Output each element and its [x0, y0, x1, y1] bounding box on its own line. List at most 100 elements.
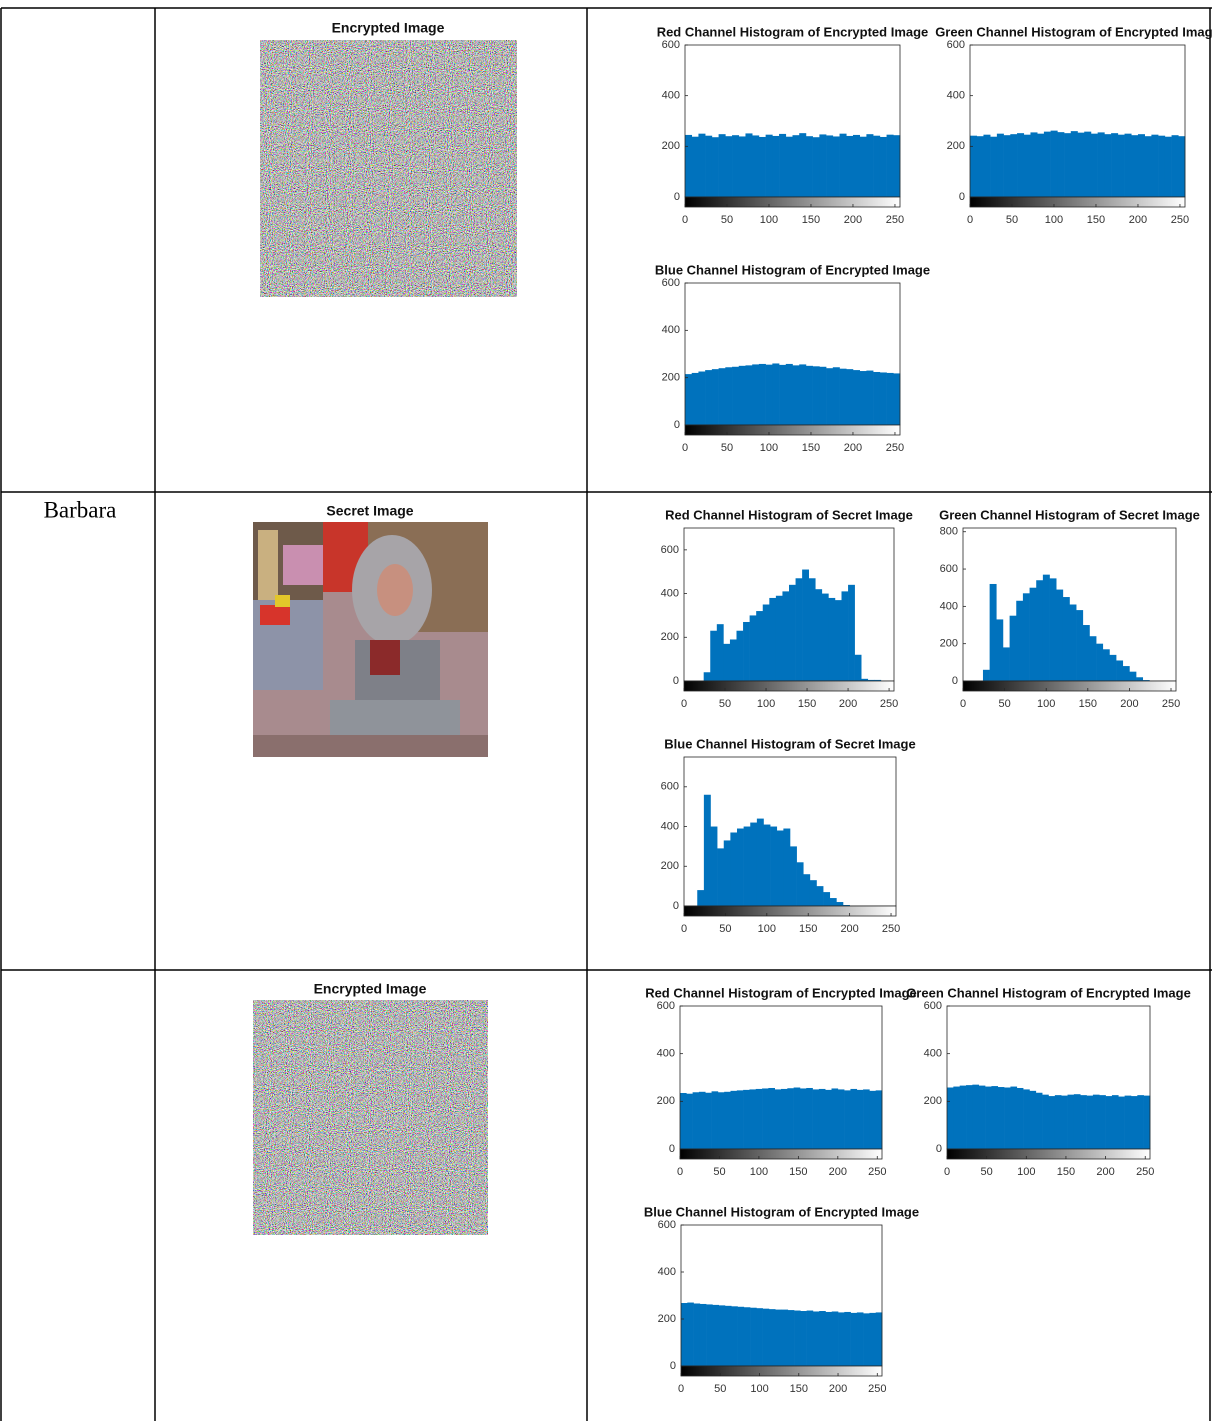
bar — [737, 1090, 744, 1149]
bar — [813, 1089, 820, 1149]
x-tick-label: 200 — [844, 442, 862, 454]
bar — [857, 1090, 864, 1149]
chart-title: Blue Channel Histogram of Encrypted Imag… — [644, 1204, 919, 1219]
bar — [809, 578, 816, 681]
bar — [687, 1303, 694, 1366]
bar — [1017, 1088, 1024, 1149]
bar — [710, 631, 717, 681]
image-title: Encrypted Image — [314, 981, 427, 997]
bar — [711, 827, 718, 906]
y-tick-label: 600 — [658, 1219, 676, 1231]
bar — [763, 605, 770, 682]
x-tick-label: 0 — [967, 214, 973, 226]
y-tick-label: 600 — [940, 563, 958, 575]
bar — [823, 892, 830, 906]
bar — [745, 365, 752, 425]
bar — [782, 591, 789, 681]
y-tick-label: 0 — [952, 675, 958, 687]
bar — [793, 135, 800, 197]
chart-title: Green Channel Histogram of Encrypted Ima… — [906, 985, 1191, 1000]
bar — [744, 1307, 751, 1366]
x-tick-label: 100 — [750, 1383, 768, 1395]
bar — [719, 134, 726, 197]
bar — [1042, 1095, 1049, 1149]
y-tick-label: 600 — [661, 544, 679, 556]
bar — [1068, 1095, 1075, 1149]
x-tick-label: 0 — [682, 214, 688, 226]
bar — [782, 1310, 789, 1366]
bar — [1118, 135, 1125, 197]
bar — [1106, 1096, 1113, 1149]
bar — [732, 135, 739, 197]
gray-bar — [681, 1366, 882, 1376]
bar — [813, 1311, 820, 1366]
bar — [977, 136, 984, 197]
bar — [869, 1091, 876, 1149]
bar — [848, 585, 855, 681]
bar — [685, 374, 692, 425]
bar — [1030, 588, 1037, 681]
bar — [806, 366, 813, 425]
bar — [1137, 1095, 1144, 1149]
x-tick-label: 150 — [1057, 1166, 1075, 1178]
encrypted-image — [260, 40, 517, 297]
bar — [979, 1086, 986, 1149]
bar — [718, 1092, 725, 1149]
bar — [844, 1090, 851, 1149]
bar — [777, 831, 784, 906]
gray-bar — [680, 1149, 882, 1159]
bar — [1089, 636, 1096, 681]
x-tick-label: 150 — [789, 1166, 807, 1178]
bar — [706, 1304, 713, 1366]
x-tick-label: 200 — [844, 214, 862, 226]
y-tick-label: 0 — [673, 675, 679, 687]
bar — [819, 1089, 826, 1149]
bar — [846, 369, 853, 425]
bar — [1080, 1095, 1087, 1149]
bar — [1145, 136, 1152, 197]
bar — [1070, 605, 1077, 682]
y-tick-label: 400 — [947, 90, 965, 102]
y-tick-label: 0 — [959, 191, 965, 203]
bar — [800, 1088, 807, 1149]
bar — [717, 624, 724, 681]
bar — [725, 1306, 732, 1366]
bar — [1098, 132, 1105, 197]
bar — [1010, 616, 1017, 681]
bar — [719, 1305, 726, 1366]
bar — [698, 372, 705, 425]
bar — [757, 819, 764, 906]
bar — [953, 1087, 960, 1149]
x-tick-label: 250 — [882, 923, 900, 935]
bar — [719, 368, 726, 425]
bar — [705, 136, 712, 197]
bar — [1076, 610, 1083, 681]
bar — [1087, 1096, 1094, 1149]
image-title: Secret Image — [326, 503, 413, 519]
gray-bar — [970, 197, 1185, 207]
bar — [1010, 1087, 1017, 1149]
y-tick-label: 400 — [662, 90, 680, 102]
bar — [730, 639, 737, 681]
bar — [739, 366, 746, 425]
bar — [790, 846, 797, 906]
bar — [838, 1312, 845, 1366]
bar — [822, 594, 829, 681]
bar — [700, 1304, 707, 1366]
x-tick-label: 150 — [790, 1383, 808, 1395]
bar — [745, 133, 752, 197]
x-tick-label: 200 — [829, 1383, 847, 1395]
bar — [869, 1313, 876, 1366]
x-tick-label: 100 — [758, 923, 776, 935]
bar — [866, 134, 873, 197]
x-tick-label: 150 — [802, 214, 820, 226]
bar — [1078, 133, 1085, 197]
bar — [1151, 135, 1158, 197]
x-tick-label: 200 — [839, 698, 857, 710]
bar — [819, 367, 826, 425]
bar — [863, 1313, 870, 1366]
bar — [766, 135, 773, 197]
bar — [833, 136, 840, 197]
bar — [749, 1089, 756, 1149]
